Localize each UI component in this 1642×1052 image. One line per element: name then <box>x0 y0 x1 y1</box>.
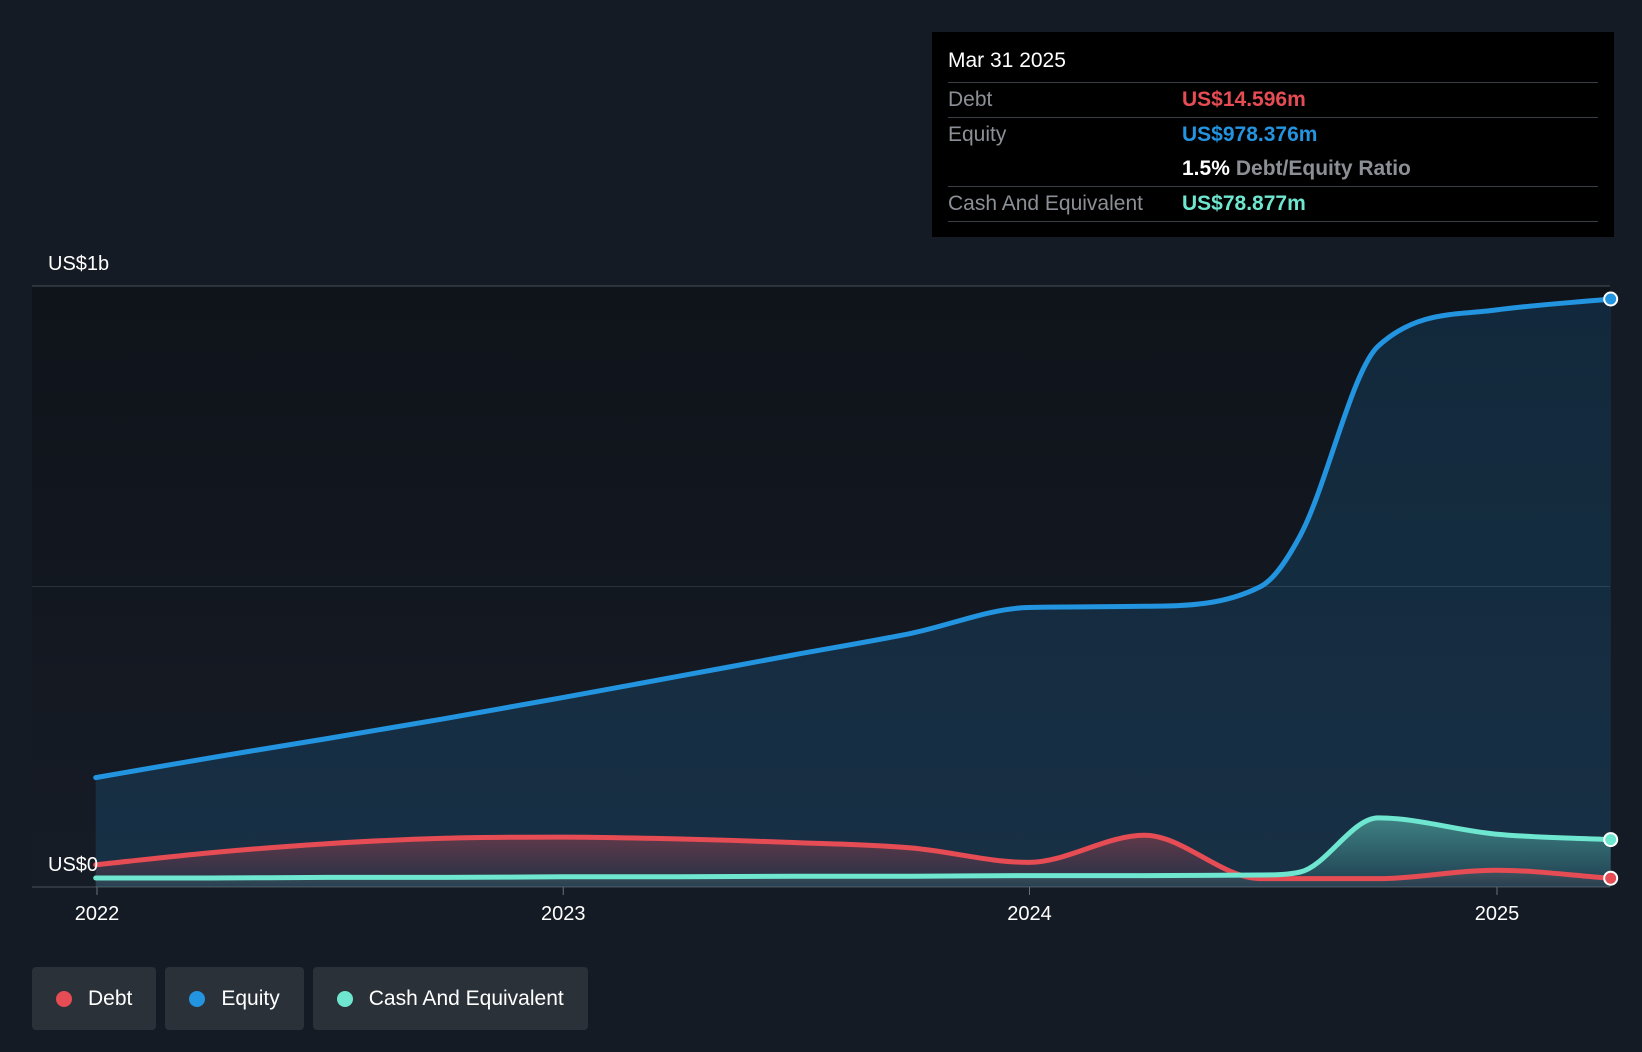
legend-item-equity[interactable]: Equity <box>165 967 304 1030</box>
tooltip-equity-value: US$978.376m <box>1182 123 1318 146</box>
tooltip-debt-value: US$14.596m <box>1182 88 1306 111</box>
x-tick-label: 2025 <box>1475 903 1520 925</box>
debt-line <box>93 832 1614 882</box>
tooltip-cash-value: US$78.877m <box>1182 192 1306 215</box>
tooltip-debt-row: Debt US$14.596m <box>948 83 1598 118</box>
equity-dot-icon <box>189 990 206 1007</box>
debt-dot-icon <box>56 990 72 1007</box>
equity-end-point[interactable] <box>1603 291 1619 307</box>
cash-dot-icon <box>336 990 353 1007</box>
legend-equity-label: Equity <box>221 986 280 1010</box>
legend-item-debt[interactable]: Debt <box>32 967 157 1030</box>
y-tick-label: US$1b <box>48 253 109 275</box>
tooltip-cash-row: Cash And Equivalent US$78.877m <box>948 187 1598 222</box>
legend-cash-label: Cash And Equivalent <box>368 986 564 1010</box>
tooltip-cash-label: Cash And Equivalent <box>948 192 1143 215</box>
tooltip-ratio-label: Debt/Equity Ratio <box>1235 157 1411 180</box>
equity-line <box>93 296 1614 781</box>
legend: Debt Equity Cash And Equivalent <box>32 967 588 1030</box>
tooltip-ratio-value: 1.5% <box>1182 157 1230 180</box>
tooltip-debt-label: Debt <box>948 88 993 111</box>
x-tick-label: 2022 <box>75 903 120 925</box>
x-tick-label: 2023 <box>541 903 586 925</box>
y-tick-label: US$0 <box>48 854 98 876</box>
debt-end-point[interactable] <box>1603 870 1619 886</box>
tooltip-ratio-row: 1.5% Debt/Equity Ratio <box>948 152 1598 187</box>
equity-area <box>95 299 1611 887</box>
cash-line <box>93 815 1614 881</box>
tooltip-equity-row: Equity US$978.376m <box>948 118 1598 152</box>
tooltip: Mar 31 2025 Debt US$14.596m Equity US$97… <box>932 32 1614 237</box>
tooltip-equity-label: Equity <box>948 123 1007 146</box>
x-tick-label: 2024 <box>1007 903 1052 925</box>
legend-debt-label: Debt <box>88 986 133 1010</box>
tooltip-date: Mar 31 2025 <box>948 46 1598 83</box>
cash-end-point[interactable] <box>1603 832 1619 848</box>
legend-item-cash[interactable]: Cash And Equivalent <box>312 967 588 1030</box>
